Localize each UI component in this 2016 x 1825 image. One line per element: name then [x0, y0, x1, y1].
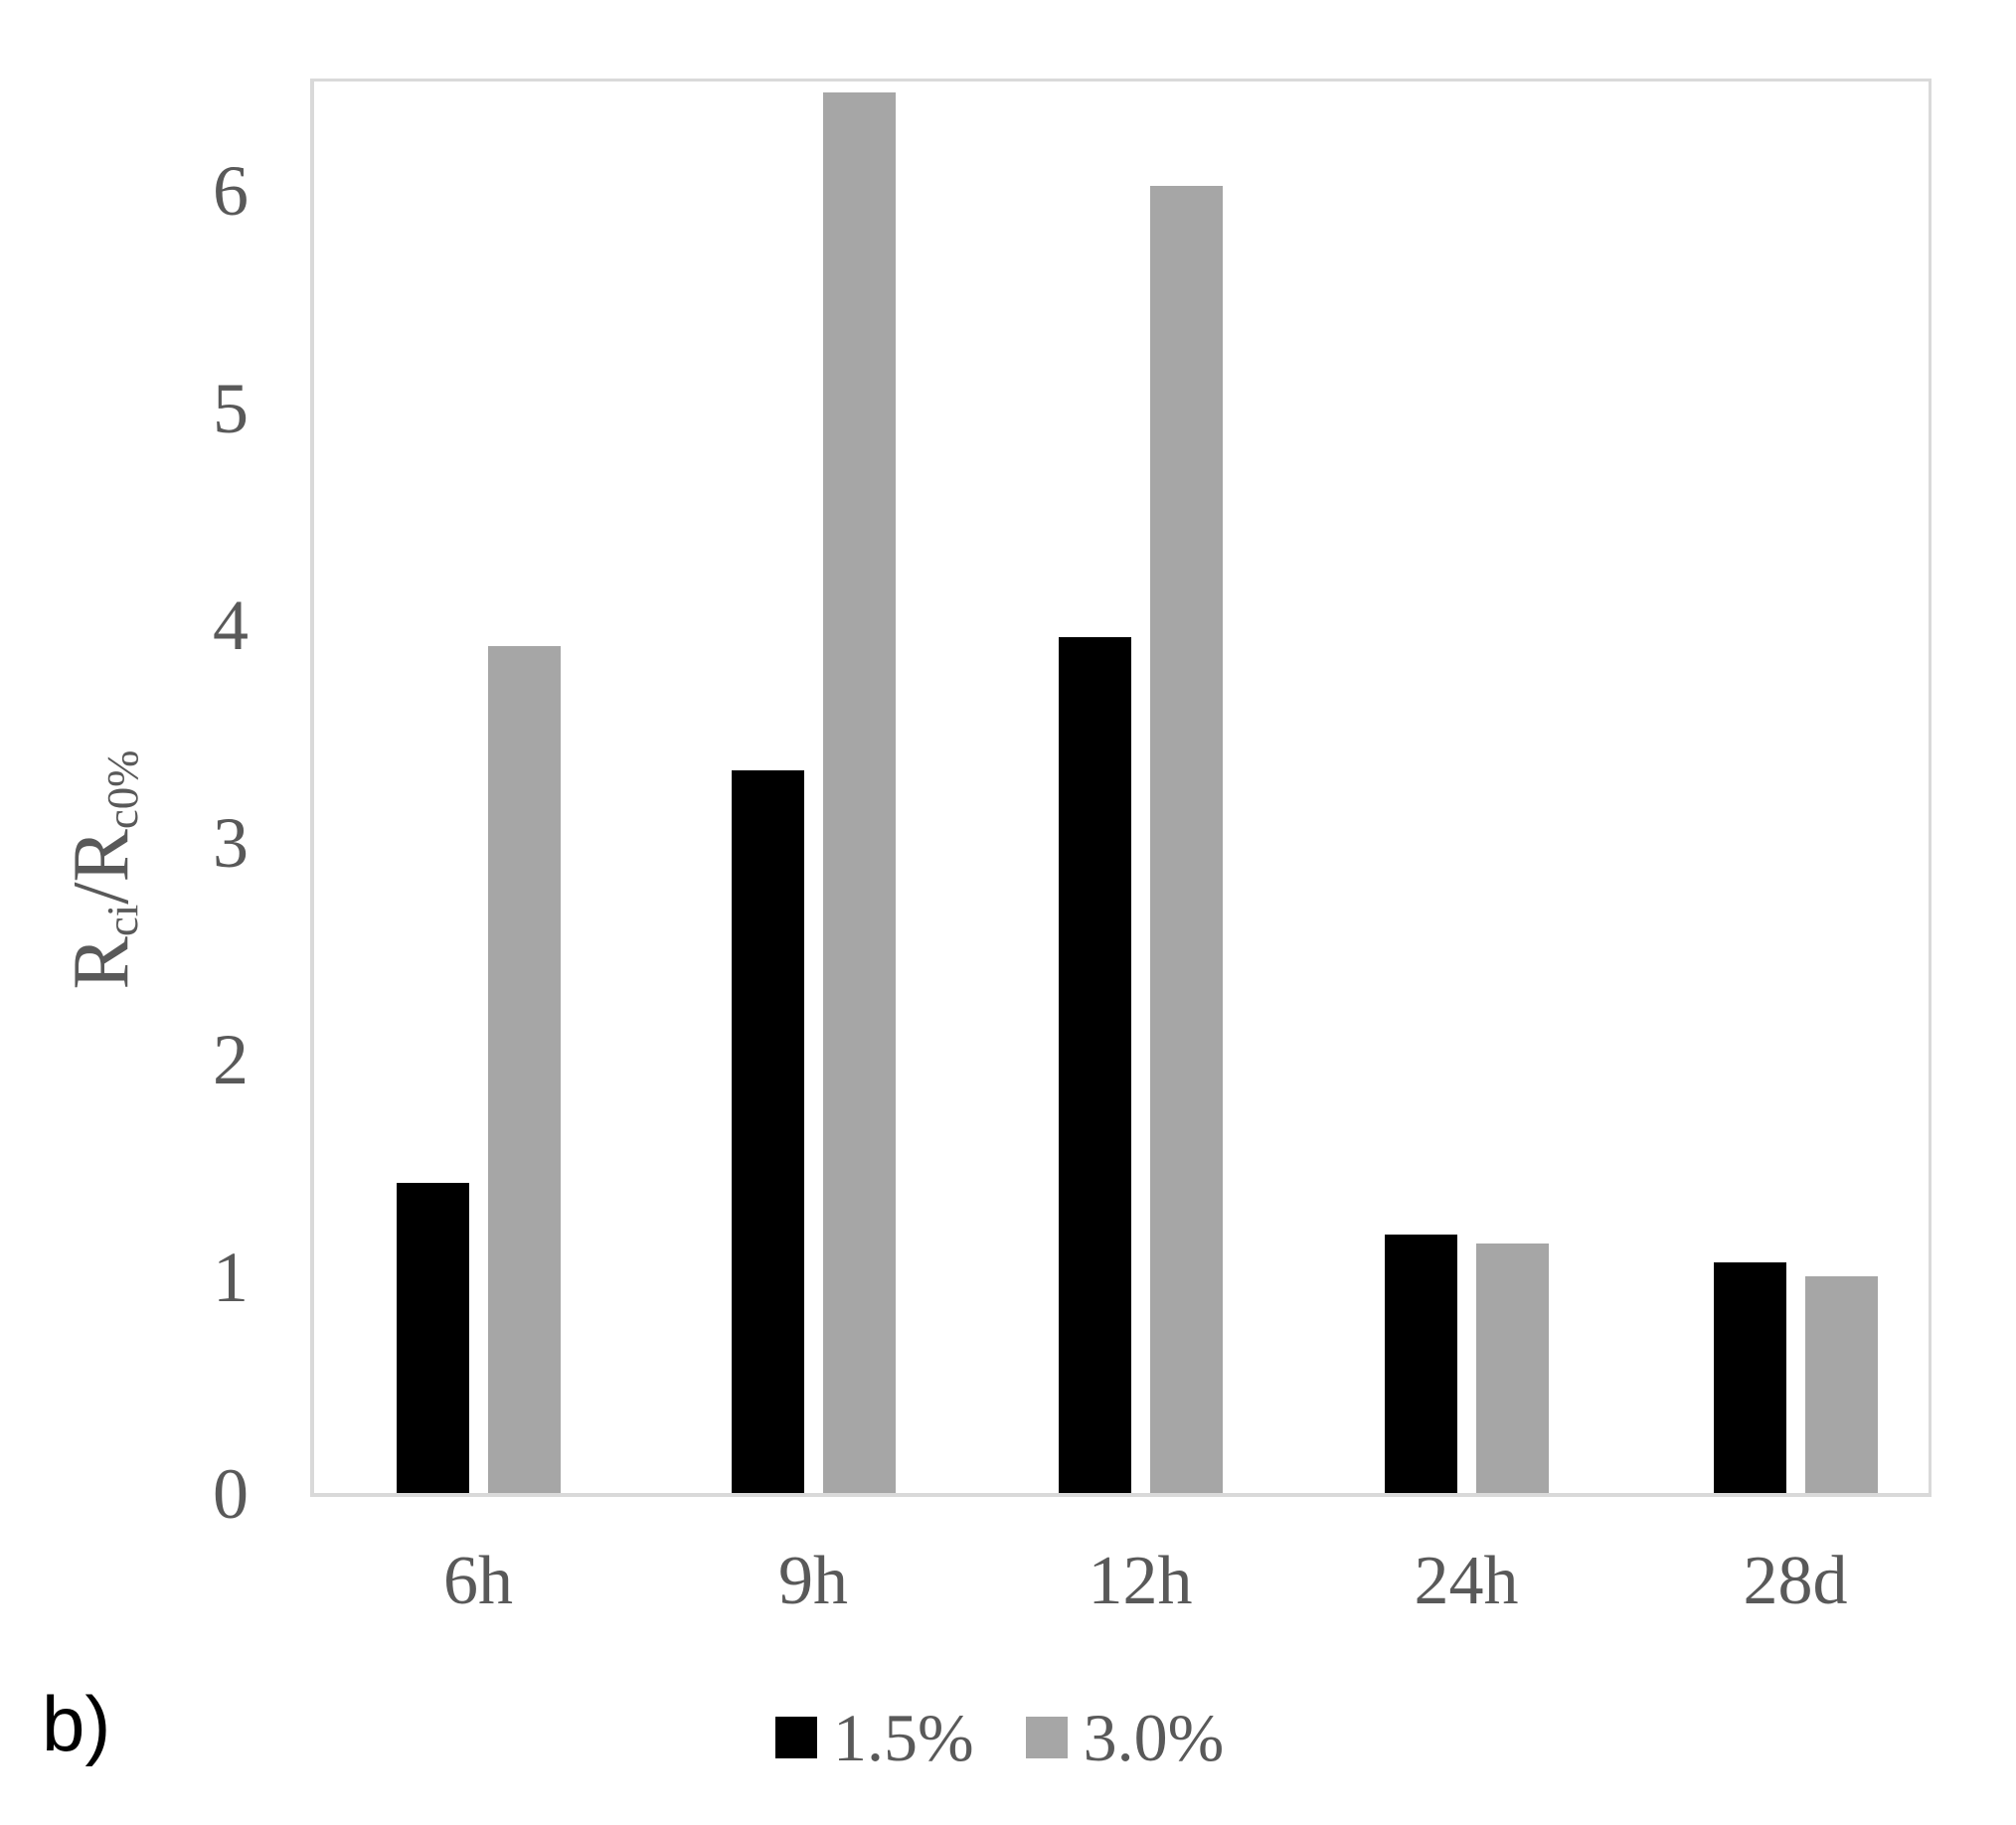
bar-12h-3.0%	[1150, 186, 1223, 1493]
bar-6h-1.5%	[397, 1183, 469, 1493]
bar-28d-3.0%	[1805, 1276, 1878, 1493]
y-tick-label-4: 4	[213, 585, 249, 665]
bar-12h-1.5%	[1059, 637, 1131, 1493]
bar-24h-3.0%	[1476, 1244, 1549, 1493]
x-category-label-28d: 28d	[1743, 1543, 1848, 1619]
legend-swatch-1-5pct	[775, 1717, 817, 1758]
legend-item-1-5pct: 1.5%	[775, 1704, 974, 1771]
figure-label: b)	[42, 1680, 111, 1767]
y-axis-title-sub1: ci	[97, 904, 148, 937]
x-category-label-9h: 9h	[778, 1543, 848, 1619]
y-tick-label-6: 6	[213, 151, 249, 231]
bar-9h-1.5%	[732, 770, 804, 1493]
y-tick-label-3: 3	[213, 803, 249, 883]
x-category-label-12h: 12h	[1088, 1543, 1193, 1619]
x-category-label-6h: 6h	[443, 1543, 513, 1619]
y-tick-label-1: 1	[213, 1238, 249, 1317]
legend-label-1-5pct: 1.5%	[833, 1700, 974, 1775]
x-category-label-24h: 24h	[1414, 1543, 1519, 1619]
bar-9h-3.0%	[823, 92, 896, 1493]
legend-label-3-0pct: 3.0%	[1083, 1700, 1225, 1775]
y-axis-title-base1: R	[58, 936, 146, 990]
y-axis-title-sep: /	[58, 882, 146, 905]
y-tick-label-2: 2	[213, 1020, 249, 1099]
bar-24h-1.5%	[1385, 1235, 1457, 1493]
y-tick-label-0: 0	[213, 1454, 249, 1534]
bar-6h-3.0%	[488, 646, 561, 1493]
bar-28d-1.5%	[1714, 1262, 1786, 1493]
legend: 1.5% 3.0%	[775, 1704, 1224, 1771]
legend-item-3-0pct: 3.0%	[1025, 1700, 1225, 1775]
legend-swatch-3-0pct	[1025, 1717, 1068, 1758]
plot-area	[310, 79, 1932, 1497]
y-tick-label-5: 5	[213, 369, 249, 448]
